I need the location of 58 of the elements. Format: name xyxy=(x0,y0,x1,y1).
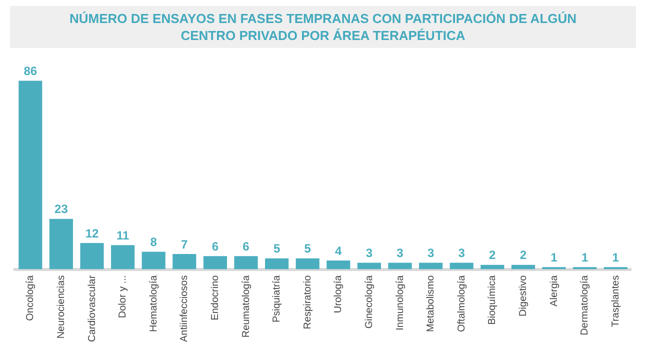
data-label: 23 xyxy=(54,202,68,216)
x-tick-label: Alergia xyxy=(548,274,560,306)
data-label: 5 xyxy=(304,242,312,256)
x-tick-label: Metabolismo xyxy=(426,274,437,332)
data-label: 1 xyxy=(581,250,588,264)
bar xyxy=(326,260,350,270)
data-label: 11 xyxy=(116,228,130,242)
bar xyxy=(511,264,535,270)
bar xyxy=(450,262,474,270)
data-label: 2 xyxy=(520,248,527,262)
x-tick-label: Digestivo xyxy=(518,274,529,316)
bar xyxy=(18,80,42,270)
data-label: 2 xyxy=(489,248,496,262)
data-label: 3 xyxy=(366,246,373,260)
data-label: 3 xyxy=(427,246,434,260)
bar xyxy=(296,258,320,270)
x-tick-label: Antiinfecciosos xyxy=(179,275,190,342)
bar xyxy=(111,245,135,270)
data-label: 3 xyxy=(396,246,404,260)
x-tick-label: Respiratorio xyxy=(302,274,314,330)
bar xyxy=(388,262,412,270)
bar xyxy=(234,256,258,270)
data-label: 7 xyxy=(181,237,188,252)
bar xyxy=(419,262,443,270)
data-label: 3 xyxy=(458,246,466,260)
data-label: 5 xyxy=(273,242,280,256)
data-label: 1 xyxy=(612,250,620,264)
x-tick-label: Trasplantes xyxy=(610,275,622,328)
bar xyxy=(80,242,104,270)
x-tick-label: Reumatología xyxy=(240,274,252,338)
bar xyxy=(265,258,289,270)
data-label: 12 xyxy=(85,226,99,240)
x-tick-label: Dermatología xyxy=(580,274,591,336)
bar xyxy=(172,254,196,270)
data-label: 1 xyxy=(550,250,558,264)
chart-title: NÚMERO DE ENSAYOS EN FASES TEMPRANAS CON PARTICIPACIÓN DE ALGÚN CENTRO PRIVADO POR ÁREA TERAPÉUTICA xyxy=(10,6,636,48)
x-tick-label: Oncología xyxy=(25,274,36,321)
x-tick-label: Urología xyxy=(333,274,344,314)
x-tick-label: Neurociencias xyxy=(56,275,67,339)
x-tick-label: Oftalmología xyxy=(456,274,468,332)
data-label: 6 xyxy=(242,239,250,254)
x-tick-label: Inmunología xyxy=(394,274,406,330)
data-label: 86 xyxy=(24,64,38,78)
bar xyxy=(142,252,166,270)
bar xyxy=(480,264,504,270)
x-tick-label: Endocrino xyxy=(210,274,221,320)
bar xyxy=(49,218,73,270)
bar xyxy=(203,256,227,270)
x-tick-label: Hematología xyxy=(148,274,160,332)
data-label: 8 xyxy=(150,235,158,250)
x-tick-label: Ginecología xyxy=(364,274,375,329)
x-tick-label: Dolor y ... xyxy=(118,275,129,318)
bar xyxy=(357,262,381,270)
x-tick-label: Cardiovascular xyxy=(86,274,98,342)
x-tick-label: Psiquiatría xyxy=(272,274,283,323)
data-label: 6 xyxy=(212,239,219,254)
x-tick-label: Bioquímica xyxy=(487,274,498,325)
data-label: 4 xyxy=(335,244,342,258)
